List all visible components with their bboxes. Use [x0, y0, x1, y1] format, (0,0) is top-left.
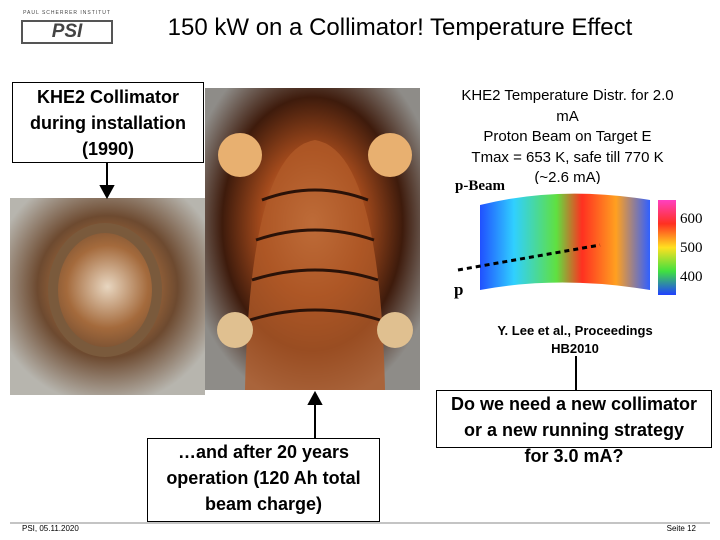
footer-date: PSI, 05.11.2020 [22, 524, 79, 533]
text-line: mA [556, 107, 579, 125]
left-box: KHE2 Collimator during installation (1990) [12, 82, 204, 163]
reference: Y. Lee et al., Proceedings HB2010 [460, 322, 690, 358]
question-box: Do we need a new collimator or a new runn… [436, 390, 712, 466]
text-line: KHE2 Temperature Distr. for 2.0 [461, 87, 674, 104]
slide-title: 150 kW on a Collimator! Temperature Effe… [167, 14, 633, 41]
p-label: p [454, 280, 464, 299]
text-line: KHE2 Collimator [36, 87, 180, 107]
text-line: 500 [680, 240, 703, 256]
text-line: Proton Beam on Target E [483, 128, 652, 145]
text-line: for 3.0 mA? [524, 446, 624, 466]
text-line: Y. Lee et al., Proceedings [497, 323, 653, 338]
bottom-box: …and after 20 years operation (120 Ah tot… [147, 438, 380, 522]
text-line: operation (120 Ah total [166, 468, 361, 488]
logo-caption: PAUL SCHERRER INSTITUT [23, 10, 111, 16]
text-line: (~2.6 mA) [534, 169, 601, 184]
text-line: during installation [30, 113, 186, 133]
colorbar-labels: 600 500 400 [680, 205, 703, 292]
text-line: 400 [680, 269, 703, 285]
text-line: beam charge) [204, 494, 323, 514]
text-line: Do we need a new collimator [450, 394, 698, 414]
logo: PSI [51, 21, 83, 42]
text-line: HB2010 [551, 341, 599, 356]
text-line: (1990) [81, 139, 135, 159]
text-line: …and after 20 years [177, 442, 350, 462]
footer-page: Seite 12 [666, 524, 696, 533]
beam-label: p-Beam [455, 178, 505, 194]
text-line: or a new running strategy [463, 420, 685, 440]
text-line: Tmax = 653 K, safe till 770 K [471, 148, 664, 166]
temperature-caption: KHE2 Temperature Distr. for 2.0 mA Proton … [435, 86, 700, 184]
text-line: 600 [680, 211, 703, 227]
